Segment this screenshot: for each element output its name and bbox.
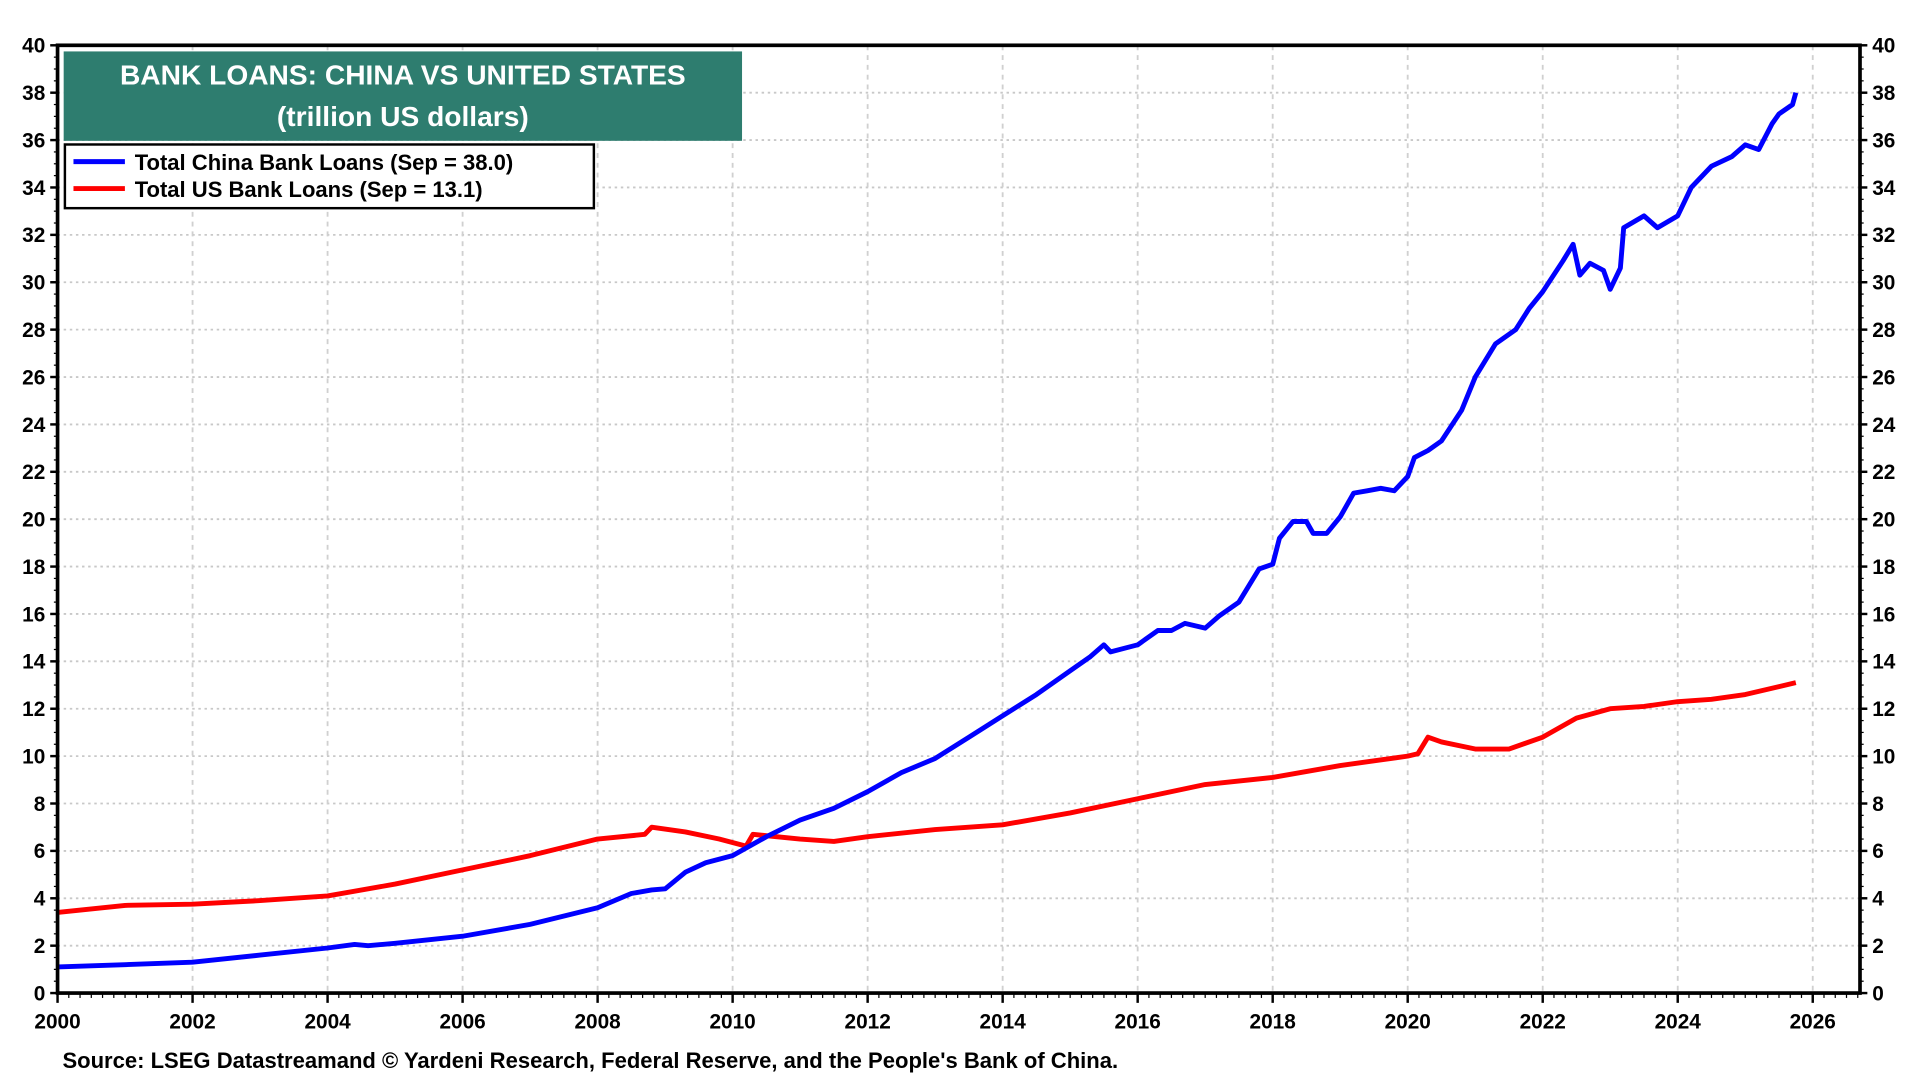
x-tick-label: 2002 [169, 1011, 215, 1034]
source-note: Source: LSEG Datastreamand © Yardeni Res… [62, 1048, 1118, 1073]
y-tick-label-left: 20 [22, 509, 45, 532]
y-tick-label-right: 32 [1872, 224, 1895, 247]
y-tick-label-left: 30 [22, 272, 45, 295]
y-tick-label-right: 34 [1872, 177, 1896, 200]
legend-label-us: Total US Bank Loans (Sep = 13.1) [135, 177, 483, 202]
x-tick-label: 2022 [1520, 1011, 1566, 1034]
x-tick-label: 2010 [709, 1011, 755, 1034]
x-tick-label: 2024 [1655, 1011, 1702, 1034]
y-tick-label-right: 18 [1872, 556, 1895, 579]
series-line-china [57, 92, 1799, 970]
y-tick-label-left: 16 [22, 603, 45, 626]
y-tick-label-left: 22 [22, 461, 45, 484]
y-tick-label-left: 10 [22, 745, 45, 768]
y-tick-label-left: 4 [34, 888, 46, 911]
y-tick-label-left: 18 [22, 556, 45, 579]
y-tick-label-right: 30 [1872, 272, 1895, 295]
y-tick-label-left: 2 [34, 935, 46, 958]
legend-label-china: Total China Bank Loans (Sep = 38.0) [135, 150, 513, 175]
y-tick-label-left: 32 [22, 224, 45, 247]
x-tick-label: 2026 [1790, 1011, 1836, 1034]
y-tick-label-left: 14 [22, 651, 46, 674]
y-tick-label-right: 4 [1872, 888, 1884, 911]
y-tick-label-right: 10 [1872, 745, 1895, 768]
y-tick-label-right: 22 [1872, 461, 1895, 484]
y-tick-label-right: 14 [1872, 651, 1896, 674]
y-tick-label-left: 6 [34, 840, 46, 863]
y-tick-label-right: 36 [1872, 129, 1895, 152]
legend: Total China Bank Loans (Sep = 38.0) Tota… [63, 143, 596, 210]
y-tick-label-left: 12 [22, 698, 45, 721]
y-tick-label-right: 26 [1872, 366, 1895, 389]
y-tick-label-left: 24 [22, 414, 46, 437]
y-tick-label-right: 20 [1872, 509, 1895, 532]
y-tick-label-right: 24 [1872, 414, 1896, 437]
y-tick-label-right: 0 [1872, 982, 1884, 1005]
y-tick-label-left: 0 [34, 982, 46, 1005]
y-tick-label-left: 34 [22, 177, 46, 200]
y-tick-label-right: 6 [1872, 840, 1884, 863]
x-tick-label: 2006 [439, 1011, 485, 1034]
y-tick-label-right: 2 [1872, 935, 1884, 958]
x-tick-label: 2016 [1115, 1011, 1161, 1034]
x-tick-label: 2018 [1250, 1011, 1296, 1034]
x-tick-label: 2012 [845, 1011, 891, 1034]
x-tick-label: 2004 [304, 1011, 351, 1034]
chart-title: BANK LOANS: CHINA VS UNITED STATES [120, 59, 686, 90]
y-tick-label-left: 26 [22, 366, 45, 389]
chart-subtitle: (trillion US dollars) [277, 101, 529, 132]
y-tick-label-left: 28 [22, 319, 45, 342]
y-tick-label-right: 12 [1872, 698, 1895, 721]
x-tick-label: 2000 [34, 1011, 80, 1034]
y-tick-label-left: 8 [34, 793, 46, 816]
y-tick-label-left: 36 [22, 129, 45, 152]
y-tick-label-right: 38 [1872, 82, 1895, 105]
y-tick-label-right: 8 [1872, 793, 1884, 816]
x-tick-label: 2014 [980, 1011, 1027, 1034]
y-tick-label-right: 28 [1872, 319, 1895, 342]
series-lines [57, 92, 1799, 970]
y-tick-label-right: 40 [1872, 35, 1895, 58]
grid [57, 45, 1860, 994]
y-tick-label-left: 38 [22, 82, 45, 105]
x-tick-label: 2008 [574, 1011, 620, 1034]
series-line-us [57, 680, 1797, 915]
title-box: BANK LOANS: CHINA VS UNITED STATES (tril… [63, 51, 743, 141]
y-tick-label-left: 40 [22, 35, 45, 58]
y-tick-label-right: 16 [1872, 603, 1895, 626]
x-tick-label: 2020 [1385, 1011, 1431, 1034]
